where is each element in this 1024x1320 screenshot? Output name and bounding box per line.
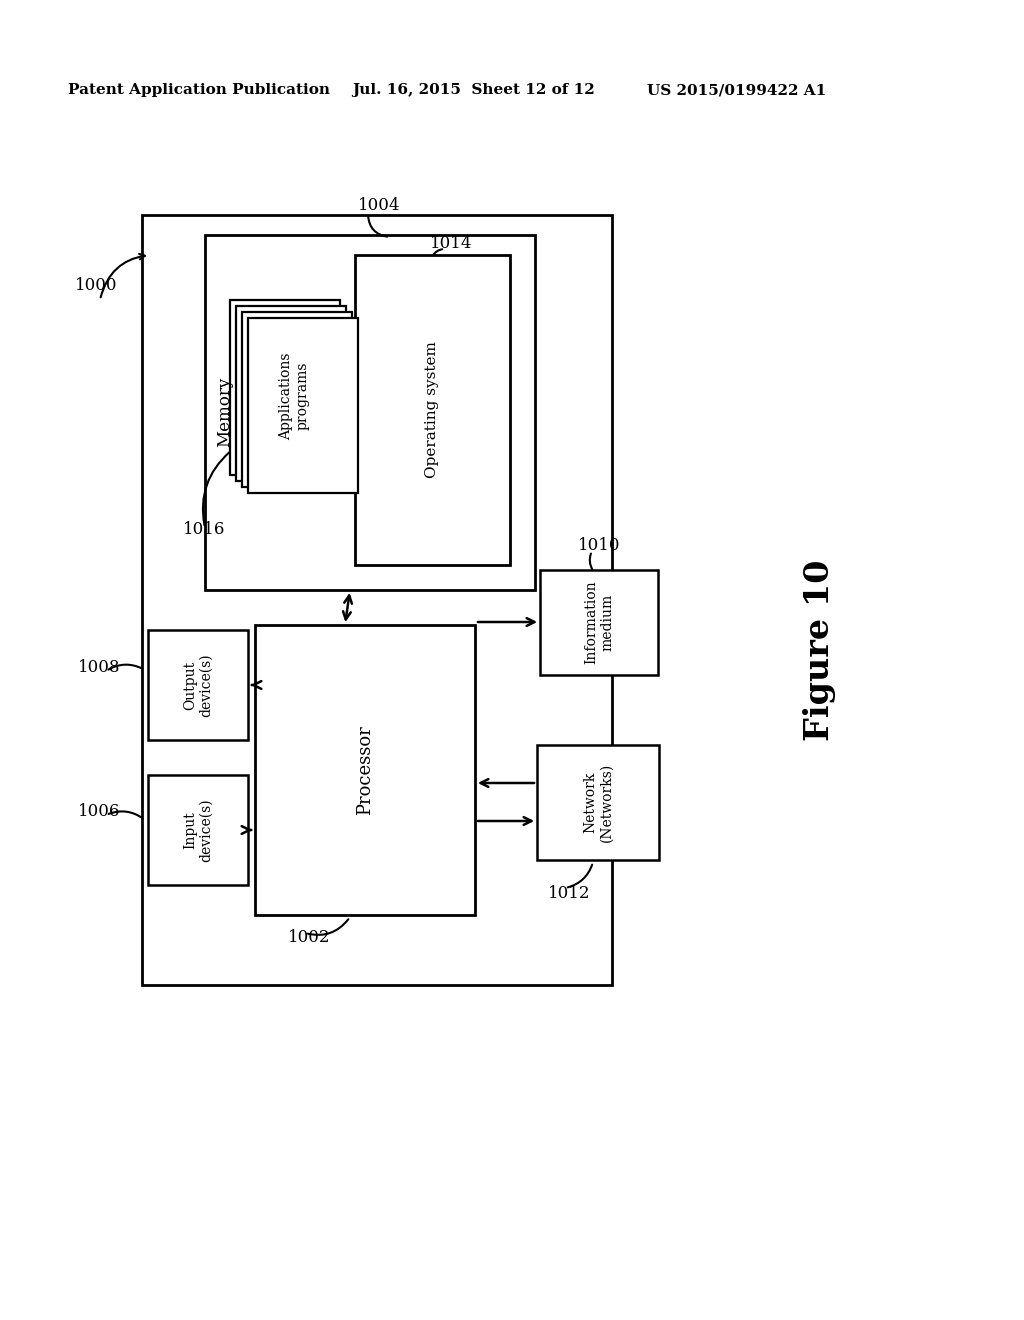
- Text: 1006: 1006: [78, 804, 121, 821]
- Text: Output
device(s): Output device(s): [183, 653, 213, 717]
- Text: 1012: 1012: [548, 884, 591, 902]
- Bar: [148, 775, 248, 884]
- Text: Patent Application Publication: Patent Application Publication: [68, 83, 330, 96]
- Bar: [230, 300, 340, 475]
- Text: Processor: Processor: [356, 725, 374, 814]
- Text: US 2015/0199422 A1: US 2015/0199422 A1: [647, 83, 826, 96]
- Bar: [148, 630, 248, 741]
- Text: 1014: 1014: [430, 235, 472, 252]
- Text: Information
medium: Information medium: [584, 581, 614, 664]
- Bar: [540, 570, 658, 675]
- Text: Network
(Networks): Network (Networks): [583, 763, 613, 842]
- Text: 1004: 1004: [358, 197, 400, 214]
- Text: Jul. 16, 2015  Sheet 12 of 12: Jul. 16, 2015 Sheet 12 of 12: [352, 83, 595, 96]
- Text: Applications
programs: Applications programs: [279, 352, 309, 440]
- Text: 1008: 1008: [78, 660, 121, 676]
- Text: 1010: 1010: [578, 536, 621, 553]
- Text: Operating system: Operating system: [425, 342, 439, 478]
- Bar: [242, 312, 352, 487]
- Bar: [248, 318, 358, 492]
- Text: Input
device(s): Input device(s): [183, 799, 213, 862]
- Bar: [537, 744, 659, 861]
- Text: Figure 10: Figure 10: [804, 560, 837, 741]
- Text: 1016: 1016: [183, 521, 225, 539]
- Bar: [255, 624, 475, 915]
- Bar: [355, 255, 510, 565]
- Bar: [236, 306, 346, 480]
- Text: Memory: Memory: [216, 378, 233, 447]
- Text: 1000: 1000: [75, 276, 118, 293]
- Bar: [205, 235, 535, 590]
- Text: 1002: 1002: [288, 928, 331, 945]
- Bar: [142, 215, 612, 985]
